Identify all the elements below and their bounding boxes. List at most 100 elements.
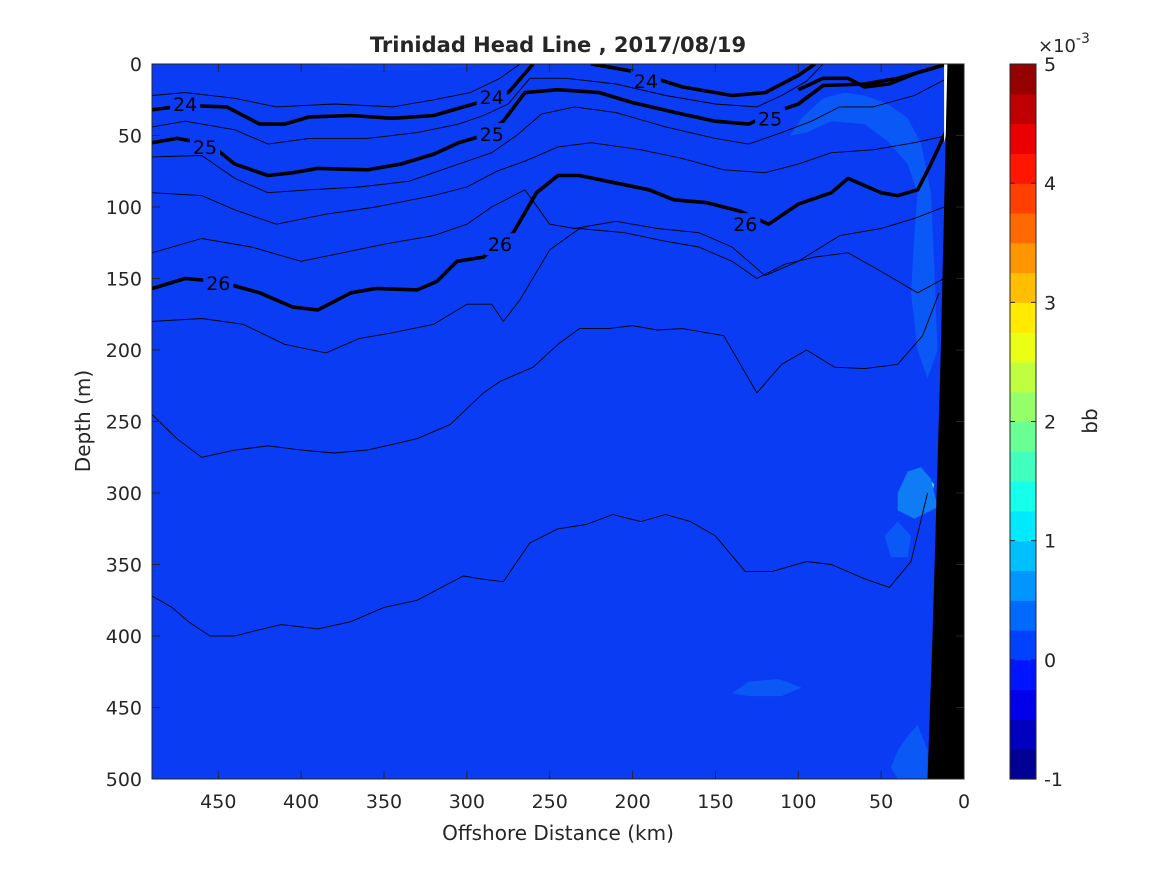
colorbar-band (1010, 64, 1036, 95)
colorbar-label: bb (1078, 408, 1102, 433)
colorbar-band (1010, 451, 1036, 482)
y-axis: 0 50 100 150 200 250 300 350 400 450 500 (106, 54, 964, 791)
y-tick-label: 450 (106, 698, 142, 720)
contour-line-12 (152, 492, 928, 637)
colorbar-band (1010, 183, 1036, 214)
colorbar-exponent-power: -3 (1076, 31, 1090, 47)
colorbar-tick-label: 3 (1044, 292, 1056, 314)
contour-label: 24 (480, 87, 504, 109)
contour-label: 24 (173, 94, 197, 116)
y-tick-label: 150 (106, 269, 142, 291)
y-axis-label: Depth (m) (71, 370, 95, 472)
contour-label-bg (630, 70, 661, 93)
contour-label: 25 (193, 137, 217, 159)
contour-label-bg (730, 213, 761, 236)
contour-label-bg (476, 123, 507, 146)
contour-line-10 (152, 228, 945, 354)
anomaly-patch-6 (314, 64, 484, 72)
colorbar-band (1010, 600, 1036, 631)
contour-line-11 (152, 292, 940, 458)
colorbar-band (1010, 749, 1036, 780)
x-tick-label: 350 (366, 791, 402, 813)
colorbar-band (1010, 242, 1036, 274)
y-tick-label: 100 (106, 197, 142, 219)
x-tick-label: 250 (532, 791, 568, 813)
contour-line-6 (152, 64, 824, 145)
plot-background (152, 64, 964, 779)
contour-label: 25 (480, 124, 504, 146)
x-tick-label: 100 (780, 791, 816, 813)
x-tick-label: 50 (869, 791, 893, 813)
x-tick-label: 300 (449, 791, 485, 813)
contour-line-7 (152, 77, 948, 194)
colorbar: -1 0 1 2 3 4 5 ×10-3 bb (1009, 31, 1102, 791)
contour-label-bg (190, 135, 221, 158)
contour-label-bg (485, 233, 515, 256)
colorbar-band (1010, 540, 1036, 572)
colorbar-band (1010, 302, 1036, 333)
contour-label: 26 (488, 234, 512, 256)
colorbar-band (1010, 689, 1036, 721)
colorbar-tick-label: 5 (1044, 54, 1056, 76)
y-tick-label: 50 (118, 126, 142, 148)
y-tick-label: 200 (106, 340, 142, 362)
contour-line-25-3 (152, 64, 948, 178)
colorbar-exponent: ×10-3 (1038, 31, 1090, 57)
colorbar-band (1010, 421, 1036, 452)
x-tick-label: 150 (697, 791, 733, 813)
anomaly-patch-3 (790, 92, 938, 379)
x-tick-label: 0 (958, 791, 970, 813)
colorbar-band (1010, 272, 1036, 303)
anomaly-patch-4 (891, 724, 928, 779)
contour-label: 26 (206, 273, 230, 295)
x-tick-label: 200 (614, 791, 650, 813)
contour-line-5 (152, 64, 521, 108)
colorbar-band (1010, 153, 1036, 184)
x-tick-label: 450 (200, 791, 236, 813)
colorbar-band (1010, 659, 1036, 691)
colorbar-band (1010, 212, 1036, 244)
colorbar-band (1010, 93, 1036, 125)
colorbar-tick-label: 2 (1044, 412, 1056, 434)
y-tick-label: 0 (130, 54, 142, 76)
colorbar-band (1010, 570, 1036, 601)
plot-area: 24 24 24 25 25 25 26 26 26 (151, 63, 965, 780)
contour-label: 26 (733, 214, 757, 236)
contour-label-bg (755, 107, 786, 130)
colorbar-band (1010, 391, 1036, 423)
chart-title: Trinidad Head Line , 2017/08/19 (370, 33, 746, 57)
bathymetry (927, 64, 964, 779)
y-tick-label: 400 (106, 626, 142, 648)
colorbar-tick-label: 0 (1044, 650, 1056, 672)
colorbar-band (1010, 361, 1036, 393)
y-tick-label: 300 (106, 483, 142, 505)
colorbar-band (1010, 510, 1036, 542)
anomaly-patch-1 (897, 467, 938, 519)
anomaly-patch-5 (884, 521, 911, 558)
colorbar-tick-label: 1 (1044, 531, 1056, 553)
contour-label: 25 (758, 108, 782, 130)
y-tick-label: 350 (106, 555, 142, 577)
x-axis: 450 400 350 300 250 200 150 100 50 0 (200, 64, 970, 813)
colorbar-band (1010, 630, 1036, 661)
colorbar-tick-label: 4 (1044, 173, 1056, 195)
contour-label-bg (203, 271, 234, 294)
y-tick-label: 500 (106, 769, 142, 791)
colorbar-band (1010, 481, 1036, 512)
colorbar-band (1010, 123, 1036, 154)
contour-line-9 (152, 189, 945, 277)
x-axis-label: Offshore Distance (km) (442, 821, 674, 845)
colorbar-tick-label: -1 (1044, 769, 1063, 791)
x-tick-label: 400 (283, 791, 319, 813)
y-tick-label: 250 (106, 412, 142, 434)
contour-line-8 (152, 135, 948, 225)
contour-line-26-4 (152, 127, 950, 312)
colorbar-exponent-base: ×10 (1038, 36, 1076, 57)
colorbar-band (1010, 332, 1036, 363)
contour-label-bg (476, 85, 507, 108)
anomaly-patch-2 (732, 678, 802, 697)
contour-label: 24 (634, 71, 658, 93)
colorbar-band (1010, 719, 1036, 750)
contour-label-bg (170, 93, 201, 116)
